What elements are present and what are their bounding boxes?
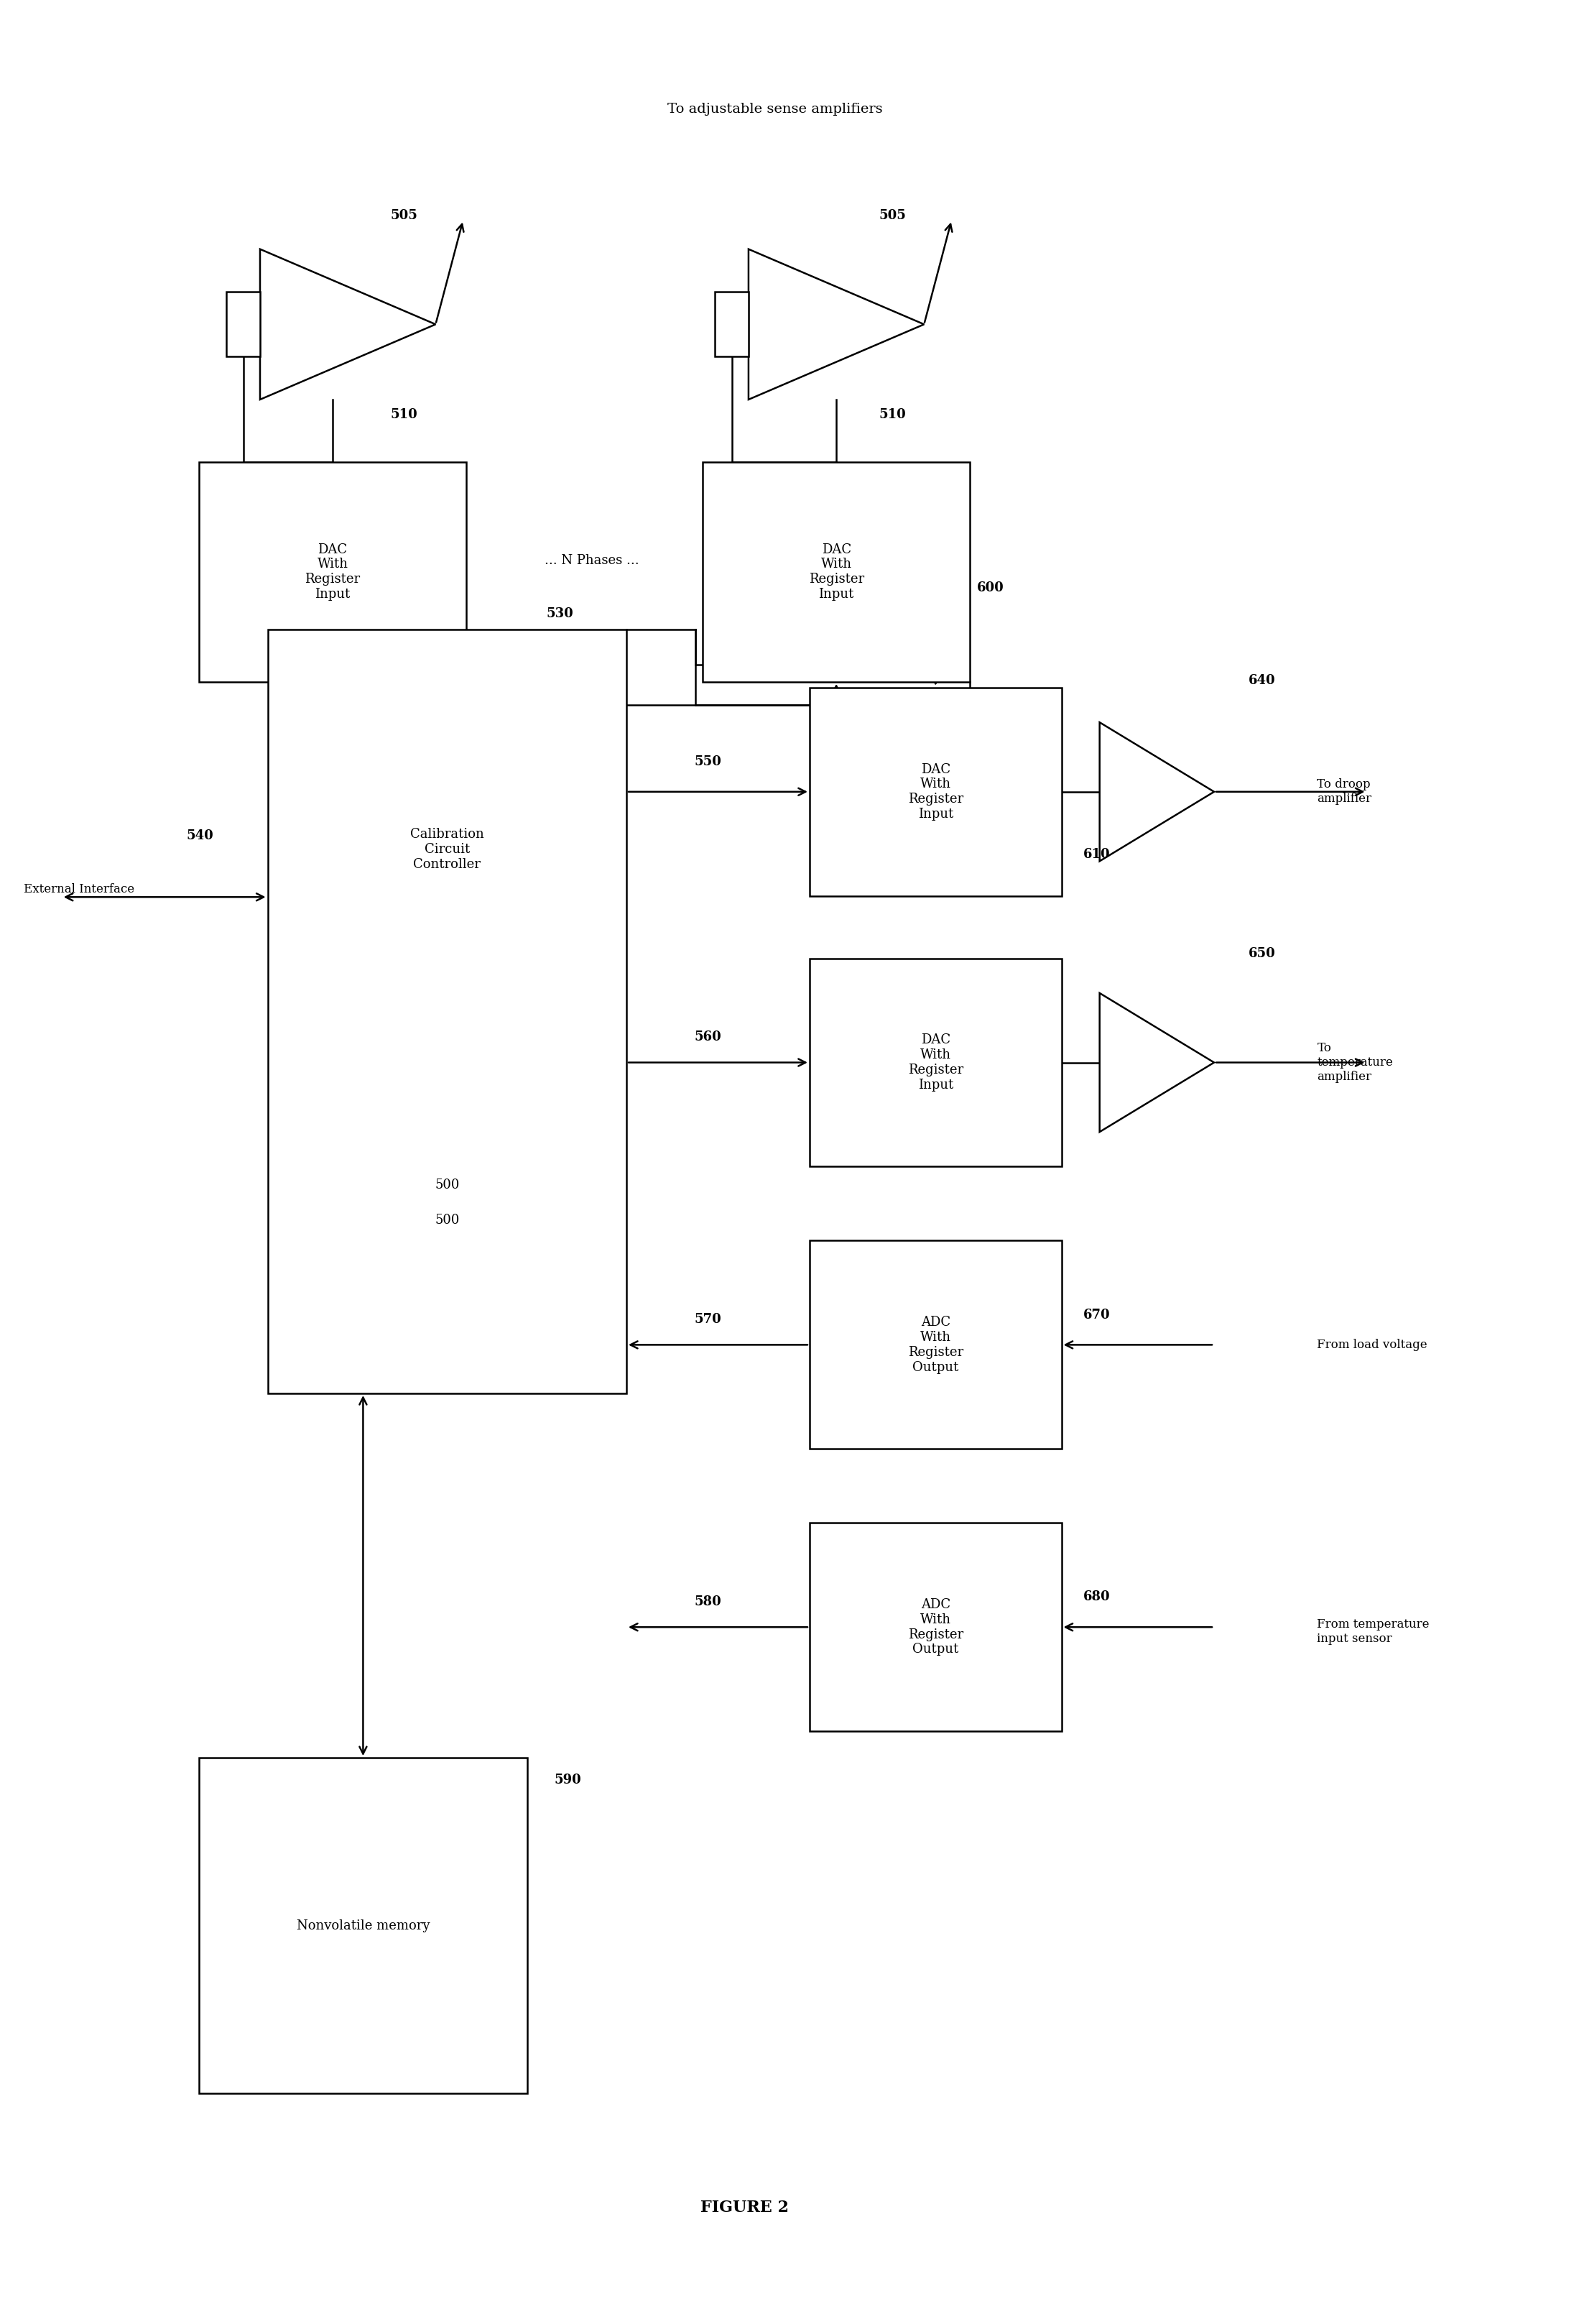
Text: 510: 510: [390, 409, 417, 421]
Bar: [702, 462, 970, 681]
Bar: [809, 1241, 1061, 1448]
Text: 680: 680: [1083, 1590, 1111, 1604]
Bar: [809, 1522, 1061, 1731]
Text: 610: 610: [1083, 848, 1111, 860]
Text: To
temperature
amplifier: To temperature amplifier: [1317, 1041, 1393, 1083]
Text: DAC
With
Register
Input: DAC With Register Input: [305, 544, 360, 602]
Text: 640: 640: [1248, 674, 1275, 688]
Polygon shape: [749, 249, 924, 400]
Text: 550: 550: [694, 755, 721, 769]
Polygon shape: [260, 249, 436, 400]
Text: 510: 510: [878, 409, 907, 421]
Text: FIGURE 2: FIGURE 2: [700, 2201, 789, 2215]
Text: 540: 540: [186, 830, 214, 841]
Text: 590: 590: [554, 1773, 581, 1787]
Text: 505: 505: [390, 209, 417, 223]
Text: 570: 570: [694, 1313, 721, 1325]
Text: 560: 560: [694, 1030, 721, 1043]
Text: From load voltage: From load voltage: [1317, 1339, 1428, 1350]
Text: From temperature
input sensor: From temperature input sensor: [1317, 1618, 1429, 1645]
Text: 505: 505: [878, 209, 907, 223]
Text: 650: 650: [1248, 948, 1275, 960]
Bar: [809, 957, 1061, 1167]
Text: To droop
amplifier: To droop amplifier: [1317, 779, 1371, 804]
Polygon shape: [1100, 992, 1214, 1132]
Bar: [198, 1757, 527, 2094]
Bar: [715, 293, 749, 356]
Text: DAC
With
Register
Input: DAC With Register Input: [908, 762, 963, 820]
Bar: [809, 688, 1061, 895]
Text: DAC
With
Register
Input: DAC With Register Input: [809, 544, 864, 602]
Text: 580: 580: [694, 1594, 721, 1608]
Text: 530: 530: [546, 607, 573, 621]
Text: To adjustable sense amplifiers: To adjustable sense amplifiers: [667, 102, 883, 116]
Text: Nonvolatile memory: Nonvolatile memory: [296, 1920, 430, 1931]
Text: 500: 500: [434, 1178, 460, 1192]
Text: ADC
With
Register
Output: ADC With Register Output: [908, 1315, 963, 1373]
Polygon shape: [1100, 723, 1214, 862]
Text: 500: 500: [434, 1213, 460, 1227]
Text: ADC
With
Register
Output: ADC With Register Output: [908, 1599, 963, 1657]
Bar: [198, 462, 466, 681]
Text: ... N Phases ...: ... N Phases ...: [545, 553, 639, 567]
Bar: [268, 630, 626, 1394]
Text: 600: 600: [977, 581, 1004, 595]
Text: External Interface: External Interface: [24, 883, 134, 895]
Bar: [227, 293, 260, 356]
Text: Calibration
Circuit
Controller: Calibration Circuit Controller: [411, 827, 483, 872]
Text: DAC
With
Register
Input: DAC With Register Input: [908, 1034, 963, 1092]
Text: 670: 670: [1083, 1308, 1111, 1320]
